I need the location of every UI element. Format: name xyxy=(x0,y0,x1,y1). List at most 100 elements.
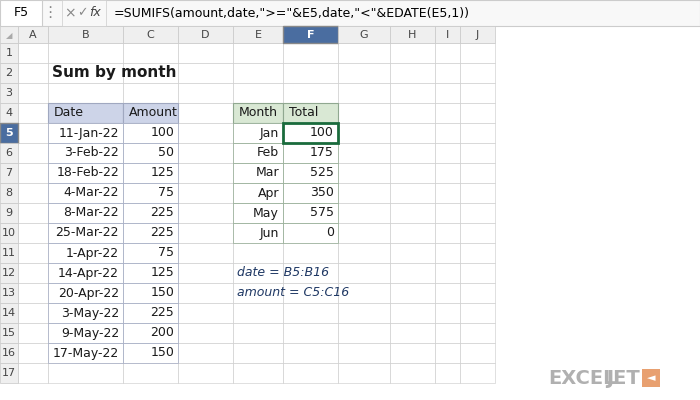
Bar xyxy=(123,26,178,43)
Bar xyxy=(18,323,48,343)
Bar xyxy=(0,323,18,343)
Bar xyxy=(338,243,390,263)
Text: D: D xyxy=(202,30,210,40)
Bar xyxy=(123,143,178,163)
Bar xyxy=(48,303,123,323)
Bar xyxy=(233,243,283,263)
Text: 12: 12 xyxy=(2,268,16,278)
Bar xyxy=(123,223,178,243)
Bar xyxy=(460,323,495,343)
Bar xyxy=(283,123,338,143)
Bar xyxy=(390,243,435,263)
Bar xyxy=(435,163,460,183)
Bar xyxy=(48,243,123,263)
Bar xyxy=(123,163,178,183)
Text: 150: 150 xyxy=(150,286,174,300)
Bar xyxy=(178,43,233,63)
Bar xyxy=(233,183,283,203)
Text: Feb: Feb xyxy=(257,146,279,160)
Bar xyxy=(123,203,178,223)
Text: 0: 0 xyxy=(326,226,334,240)
Bar xyxy=(48,43,123,63)
Bar xyxy=(0,243,18,263)
Bar xyxy=(233,323,283,343)
Text: 175: 175 xyxy=(310,146,334,160)
Bar xyxy=(283,183,338,203)
Bar xyxy=(233,123,283,143)
Bar xyxy=(460,343,495,363)
Bar xyxy=(48,63,123,83)
Bar xyxy=(178,103,233,123)
Bar xyxy=(283,163,338,183)
Bar xyxy=(123,263,178,283)
Bar xyxy=(338,343,390,363)
Text: Total: Total xyxy=(289,106,318,120)
Bar xyxy=(48,123,123,143)
Text: ◄: ◄ xyxy=(647,373,655,383)
Bar xyxy=(338,323,390,343)
Bar xyxy=(435,83,460,103)
Bar xyxy=(18,363,48,383)
Text: I: I xyxy=(446,30,449,40)
Bar xyxy=(283,203,338,223)
Bar xyxy=(18,63,48,83)
Bar xyxy=(338,303,390,323)
Bar xyxy=(48,183,123,203)
Text: 350: 350 xyxy=(310,186,334,200)
Bar xyxy=(48,323,123,343)
Text: 225: 225 xyxy=(150,306,174,320)
Bar xyxy=(48,123,123,143)
Bar xyxy=(233,26,283,43)
Bar xyxy=(0,183,18,203)
Text: EXCEL: EXCEL xyxy=(548,368,615,388)
Text: Date: Date xyxy=(54,106,84,120)
Bar xyxy=(178,363,233,383)
Text: 13: 13 xyxy=(2,288,16,298)
Bar xyxy=(283,283,338,303)
Bar xyxy=(178,26,233,43)
Bar xyxy=(460,43,495,63)
Text: ◢: ◢ xyxy=(6,31,13,40)
Bar xyxy=(18,283,48,303)
Text: 50: 50 xyxy=(158,146,174,160)
Bar xyxy=(0,343,18,363)
Bar xyxy=(123,103,178,123)
Bar xyxy=(48,343,123,363)
Text: J: J xyxy=(476,30,480,40)
Text: Amount: Amount xyxy=(129,106,178,120)
Bar xyxy=(0,0,700,26)
Text: JET: JET xyxy=(606,368,640,388)
Text: H: H xyxy=(408,30,416,40)
Bar xyxy=(338,63,390,83)
Text: F: F xyxy=(307,30,314,40)
Text: 575: 575 xyxy=(310,206,334,220)
Bar xyxy=(283,43,338,63)
Text: F5: F5 xyxy=(13,6,29,20)
Bar xyxy=(123,243,178,263)
Bar xyxy=(123,303,178,323)
Bar xyxy=(233,143,283,163)
Text: Jan: Jan xyxy=(260,126,279,140)
Bar xyxy=(283,183,338,203)
Bar xyxy=(390,203,435,223)
Bar xyxy=(283,343,338,363)
Bar xyxy=(283,223,338,243)
Bar xyxy=(460,363,495,383)
Bar xyxy=(18,183,48,203)
Bar xyxy=(338,103,390,123)
Text: Apr: Apr xyxy=(258,186,279,200)
Text: 4-Mar-22: 4-Mar-22 xyxy=(64,186,119,200)
Bar xyxy=(48,343,123,363)
Text: 8: 8 xyxy=(6,188,13,198)
Bar xyxy=(283,203,338,223)
Bar xyxy=(338,203,390,223)
Bar xyxy=(18,203,48,223)
Bar xyxy=(0,123,18,143)
Text: Jun: Jun xyxy=(260,226,279,240)
Bar xyxy=(0,103,18,123)
Bar xyxy=(283,26,338,43)
Bar xyxy=(338,143,390,163)
Text: 75: 75 xyxy=(158,246,174,260)
Bar xyxy=(18,163,48,183)
Bar xyxy=(48,103,123,123)
